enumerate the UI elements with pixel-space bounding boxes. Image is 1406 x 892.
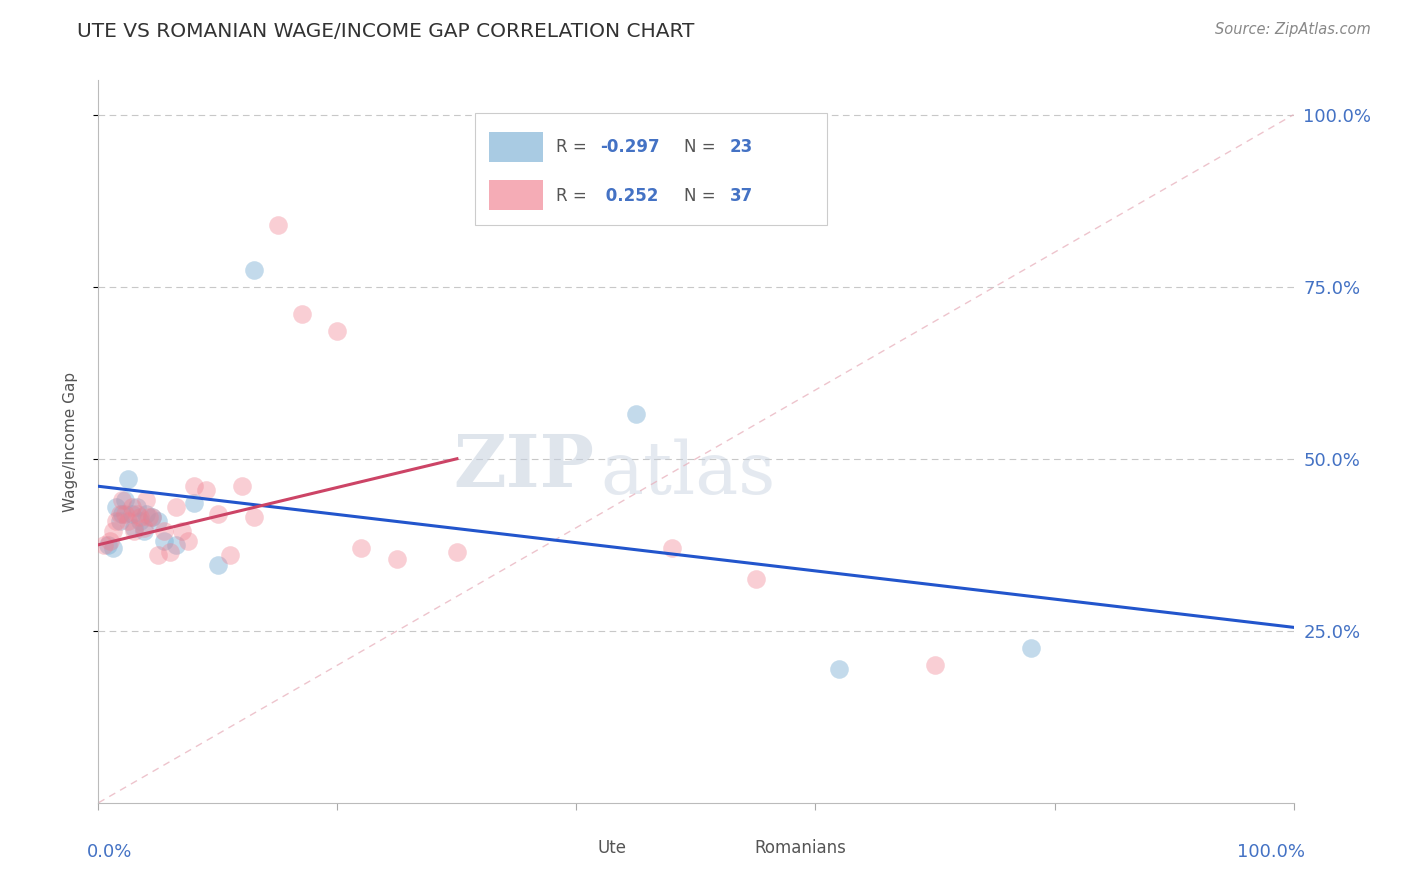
Point <box>326 325 349 339</box>
Point <box>121 500 143 514</box>
Point <box>243 510 266 524</box>
Text: 0.252: 0.252 <box>600 187 659 205</box>
Point <box>105 500 128 514</box>
Text: 100.0%: 100.0% <box>1237 843 1306 861</box>
Point <box>129 510 152 524</box>
Point <box>93 538 115 552</box>
Point <box>153 534 176 549</box>
Point <box>207 558 229 573</box>
Point <box>207 507 229 521</box>
Point <box>117 472 139 486</box>
Point <box>138 510 160 524</box>
Point <box>828 662 851 676</box>
Text: R =: R = <box>557 138 592 156</box>
Point <box>165 538 187 552</box>
FancyBboxPatch shape <box>475 112 827 225</box>
Point <box>141 510 163 524</box>
Text: UTE VS ROMANIAN WAGE/INCOME GAP CORRELATION CHART: UTE VS ROMANIAN WAGE/INCOME GAP CORRELAT… <box>77 22 695 41</box>
Point <box>626 407 648 421</box>
Point <box>98 534 122 549</box>
Point <box>111 507 134 521</box>
Text: N =: N = <box>685 138 721 156</box>
Point <box>291 307 314 321</box>
Text: 23: 23 <box>730 138 752 156</box>
Text: Romanians: Romanians <box>755 838 846 856</box>
Text: Source: ZipAtlas.com: Source: ZipAtlas.com <box>1215 22 1371 37</box>
Point <box>924 658 946 673</box>
Point <box>132 520 155 534</box>
Point <box>153 524 176 538</box>
Text: 0.0%: 0.0% <box>87 843 132 861</box>
Point <box>267 218 290 232</box>
Point <box>101 541 124 556</box>
Point <box>183 479 205 493</box>
Point <box>129 514 152 528</box>
Point <box>114 507 136 521</box>
Point <box>148 514 170 528</box>
Point <box>111 493 134 508</box>
FancyBboxPatch shape <box>709 839 747 858</box>
Point <box>135 493 157 508</box>
Point <box>385 551 409 566</box>
Point <box>1019 640 1042 655</box>
Point <box>661 541 683 556</box>
Point <box>148 548 170 562</box>
Point <box>124 524 146 538</box>
Point <box>350 541 373 556</box>
Point <box>108 507 131 521</box>
FancyBboxPatch shape <box>553 839 591 858</box>
Point <box>165 500 187 514</box>
Point <box>117 514 139 528</box>
FancyBboxPatch shape <box>489 180 543 211</box>
Point <box>124 520 146 534</box>
Text: Ute: Ute <box>598 838 627 856</box>
Point <box>172 524 194 538</box>
Text: -0.297: -0.297 <box>600 138 659 156</box>
Point <box>125 507 148 521</box>
Point <box>105 514 128 528</box>
Point <box>446 544 468 558</box>
Point <box>135 507 157 521</box>
Point <box>114 493 136 508</box>
Point <box>132 524 155 538</box>
Text: N =: N = <box>685 187 721 205</box>
Text: ZIP: ZIP <box>454 432 595 502</box>
Text: atlas: atlas <box>600 439 776 509</box>
Point <box>183 496 205 510</box>
Text: R =: R = <box>557 187 592 205</box>
Point <box>101 524 124 538</box>
Point <box>159 544 181 558</box>
Point <box>219 548 242 562</box>
Point <box>97 538 120 552</box>
Y-axis label: Wage/Income Gap: Wage/Income Gap <box>63 371 77 512</box>
Point <box>177 534 200 549</box>
Point <box>141 510 163 524</box>
Text: 37: 37 <box>730 187 752 205</box>
Point <box>231 479 253 493</box>
Point <box>243 262 266 277</box>
Point <box>108 514 131 528</box>
Point <box>195 483 218 497</box>
Point <box>125 500 148 514</box>
FancyBboxPatch shape <box>489 132 543 162</box>
Point <box>745 572 768 586</box>
Point <box>121 507 143 521</box>
